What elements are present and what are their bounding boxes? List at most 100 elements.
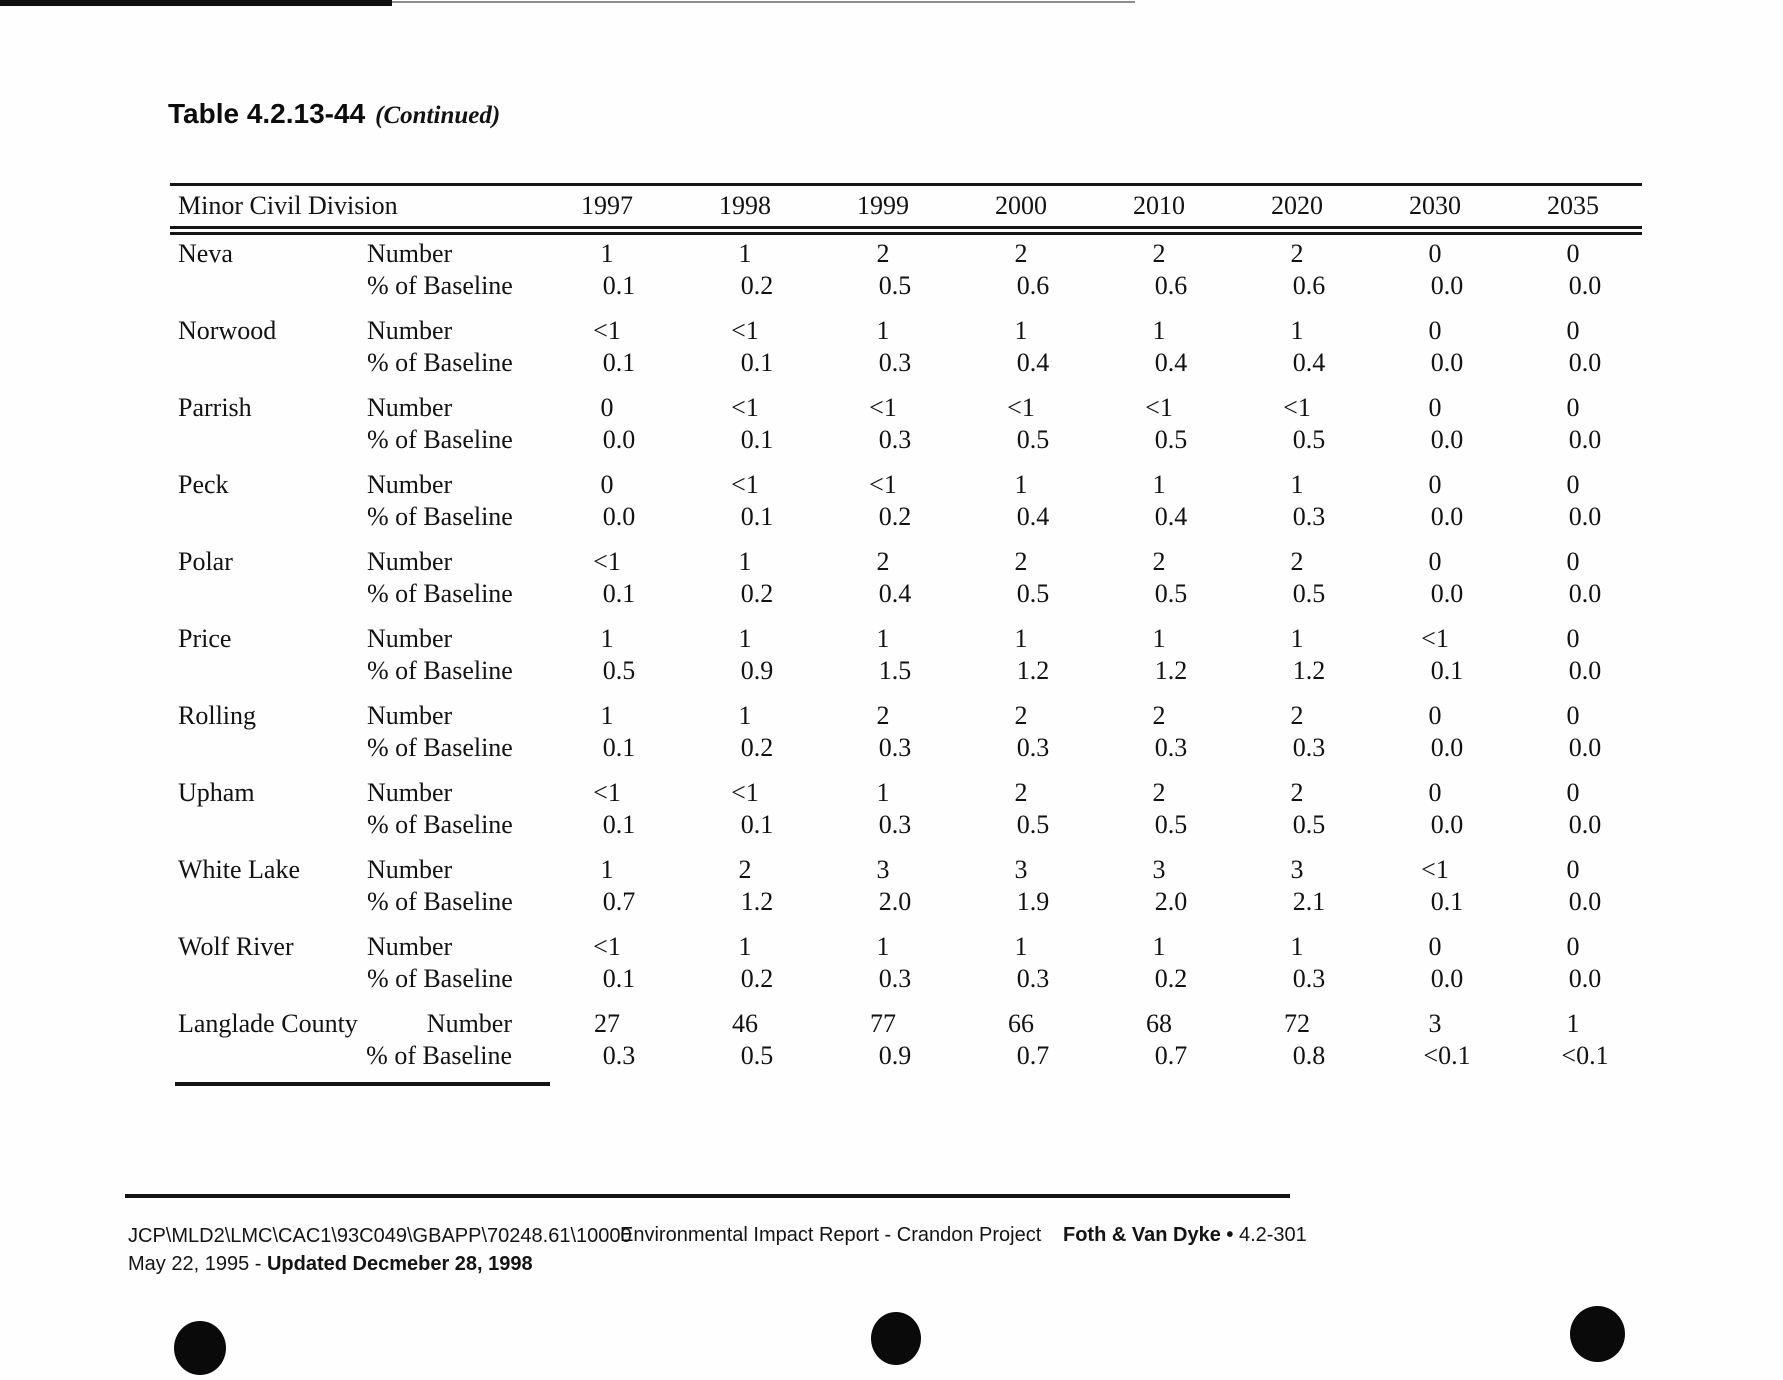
baseline-value: 0.7	[1154, 1041, 1188, 1070]
table-row-baseline-line: % of Baseline 0.1 0.2 0.3 0.3 0.3 0.3 0.0 0.0	[170, 732, 1642, 764]
hole-punch-dot-center	[871, 1312, 921, 1365]
number-value: 1	[876, 778, 890, 807]
division-name: Wolf River	[178, 932, 294, 961]
baseline-value: 0.3	[878, 964, 912, 993]
baseline-value: 0.0	[1568, 425, 1602, 454]
metric-label-number: Number	[367, 701, 453, 730]
number-value: 2	[1014, 701, 1028, 730]
data-table: Minor Civil Division 1997 1998 1999 2000 201…	[170, 183, 1642, 1086]
table-row-baseline-line: % of Baseline 0.5 0.9 1.5 1.2 1.2 1.2 0.1 0.0	[170, 655, 1642, 687]
baseline-value: 0.0	[1568, 502, 1602, 531]
table-row-number-line: Langlade County Number 27 46 77 66 68 72 3 1	[170, 1008, 1642, 1040]
column-header-year: 1999	[857, 191, 909, 220]
division-name: Upham	[178, 778, 255, 807]
baseline-value: <0.1	[1561, 1041, 1609, 1070]
number-value: 2	[1152, 701, 1166, 730]
total-row-underline	[175, 1082, 550, 1086]
metric-label-baseline: % of Baseline	[367, 579, 513, 608]
column-header-year: 2010	[1133, 191, 1185, 220]
baseline-value: 0.1	[740, 348, 774, 377]
baseline-value: 0.3	[1292, 733, 1326, 762]
table-top-rule	[170, 183, 1642, 186]
number-value: 2	[1290, 547, 1304, 576]
number-value: <1	[1283, 393, 1311, 422]
baseline-value: 0.9	[878, 1041, 912, 1070]
number-value: <1	[1421, 855, 1449, 884]
number-value: 1	[1152, 932, 1166, 961]
metric-label-baseline: % of Baseline	[367, 425, 513, 454]
baseline-value: 2.1	[1292, 887, 1326, 916]
number-value: 1	[738, 624, 752, 653]
number-value: 0	[1428, 547, 1442, 576]
baseline-value: 0.8	[1292, 1041, 1326, 1070]
footer-date-updated: Updated Decmeber 28, 1998	[266, 1253, 533, 1275]
table-header-row: Minor Civil Division 1997 1998 1999 2000 201…	[170, 186, 1642, 226]
table-row-number-line: White Lake Number 1 2 3 3 3 3 <1 0	[170, 854, 1642, 886]
baseline-value: 0.4	[1154, 502, 1188, 531]
number-value: 1	[1014, 470, 1028, 499]
division-name: Parrish	[178, 393, 252, 422]
footer-report-title: Environmental Impact Report - Crandon Pr…	[620, 1224, 1042, 1246]
table-row: Rolling Number 1 1 2 2 2 2 0 0 % of Baseline 0.1 0.2…	[170, 700, 1642, 764]
number-value: 3	[1152, 855, 1166, 884]
baseline-value: 0.1	[602, 579, 636, 608]
table-row-number-line: Rolling Number 1 1 2 2 2 2 0 0	[170, 700, 1642, 732]
table-row: Polar Number <1 1 2 2 2 2 0 0 % of Baseline 0.1 0.2 0…	[170, 546, 1642, 610]
table-row-baseline-line: % of Baseline 0.1 0.1 0.3 0.4 0.4 0.4 0.0 0.0	[170, 347, 1642, 379]
footer-bullet: •	[1226, 1224, 1234, 1246]
division-name-spacer	[170, 655, 360, 687]
table-row: Norwood Number <1 <1 1 1 1 1 0 0 % of Baseline 0.1 0…	[170, 315, 1642, 379]
table-row-baseline-line: % of Baseline 0.0 0.1 0.2 0.4 0.4 0.3 0.0 0.0	[170, 501, 1642, 533]
baseline-value: 0.6	[1016, 271, 1050, 300]
number-value: 1	[1014, 624, 1028, 653]
baseline-value: 0.5	[1016, 579, 1050, 608]
baseline-value: 0.1	[602, 964, 636, 993]
metric-label-number: Number	[367, 624, 453, 653]
metric-label-number: Number	[426, 1009, 512, 1038]
metric-label-number: Number	[367, 547, 453, 576]
baseline-value: 0.0	[1568, 810, 1602, 839]
baseline-value: 0.1	[1430, 887, 1464, 916]
baseline-value: 0.0	[1430, 810, 1464, 839]
baseline-value: 0.7	[602, 887, 636, 916]
table-row: White Lake Number 1 2 3 3 3 3 <1 0 % of Baseline 0.…	[170, 854, 1642, 918]
column-header-year: 2035	[1547, 191, 1599, 220]
number-value: 1	[1290, 624, 1304, 653]
footer-right-block: Foth & Van Dyke • 4.2-301	[1063, 1224, 1307, 1247]
baseline-value: 1.2	[740, 887, 774, 916]
table-row-baseline-line: % of Baseline 0.1 0.2 0.4 0.5 0.5 0.5 0.0 0.0	[170, 578, 1642, 610]
division-name: Polar	[178, 547, 233, 576]
metric-label-baseline: % of Baseline	[367, 502, 513, 531]
table-row: Neva Number 1 1 2 2 2 2 0 0 % of Baseline 0.1 0.2 0.5…	[170, 238, 1642, 302]
number-value: 1	[600, 701, 614, 730]
baseline-value: 0.5	[1016, 810, 1050, 839]
footer-rule	[125, 1194, 1290, 1198]
scan-artifact-bar	[0, 0, 392, 6]
number-value: <1	[593, 316, 621, 345]
baseline-value: 0.1	[602, 810, 636, 839]
hole-punch-dot-left	[174, 1321, 226, 1375]
number-value: 1	[1290, 932, 1304, 961]
baseline-value: 0.5	[1154, 425, 1188, 454]
number-value: 27	[594, 1009, 620, 1038]
number-value: 2	[876, 701, 890, 730]
column-header-year: 1998	[719, 191, 771, 220]
column-header-year: 2000	[995, 191, 1047, 220]
table-row-number-line: Price Number 1 1 1 1 1 1 <1 0	[170, 623, 1642, 655]
table-row-baseline-line: % of Baseline 0.3 0.5 0.9 0.7 0.7 0.8 <0.1 <0.1	[170, 1040, 1642, 1072]
baseline-value: 0.0	[1430, 733, 1464, 762]
column-header-year: 1997	[581, 191, 633, 220]
baseline-value: 0.2	[740, 579, 774, 608]
table-row-baseline-line: % of Baseline 0.1 0.2 0.3 0.3 0.2 0.3 0.0 0.0	[170, 963, 1642, 995]
table-title-continued: (Continued)	[375, 102, 501, 129]
metric-label-baseline: % of Baseline	[366, 1041, 512, 1070]
number-value: <1	[593, 547, 621, 576]
number-value: 0	[600, 470, 614, 499]
baseline-value: 0.5	[1292, 579, 1326, 608]
number-value: 1	[600, 239, 614, 268]
baseline-value: 0.0	[1568, 271, 1602, 300]
division-name-spacer	[170, 347, 360, 379]
baseline-value: 0.5	[1016, 425, 1050, 454]
table-row-number-line: Neva Number 1 1 2 2 2 2 0 0	[170, 238, 1642, 270]
